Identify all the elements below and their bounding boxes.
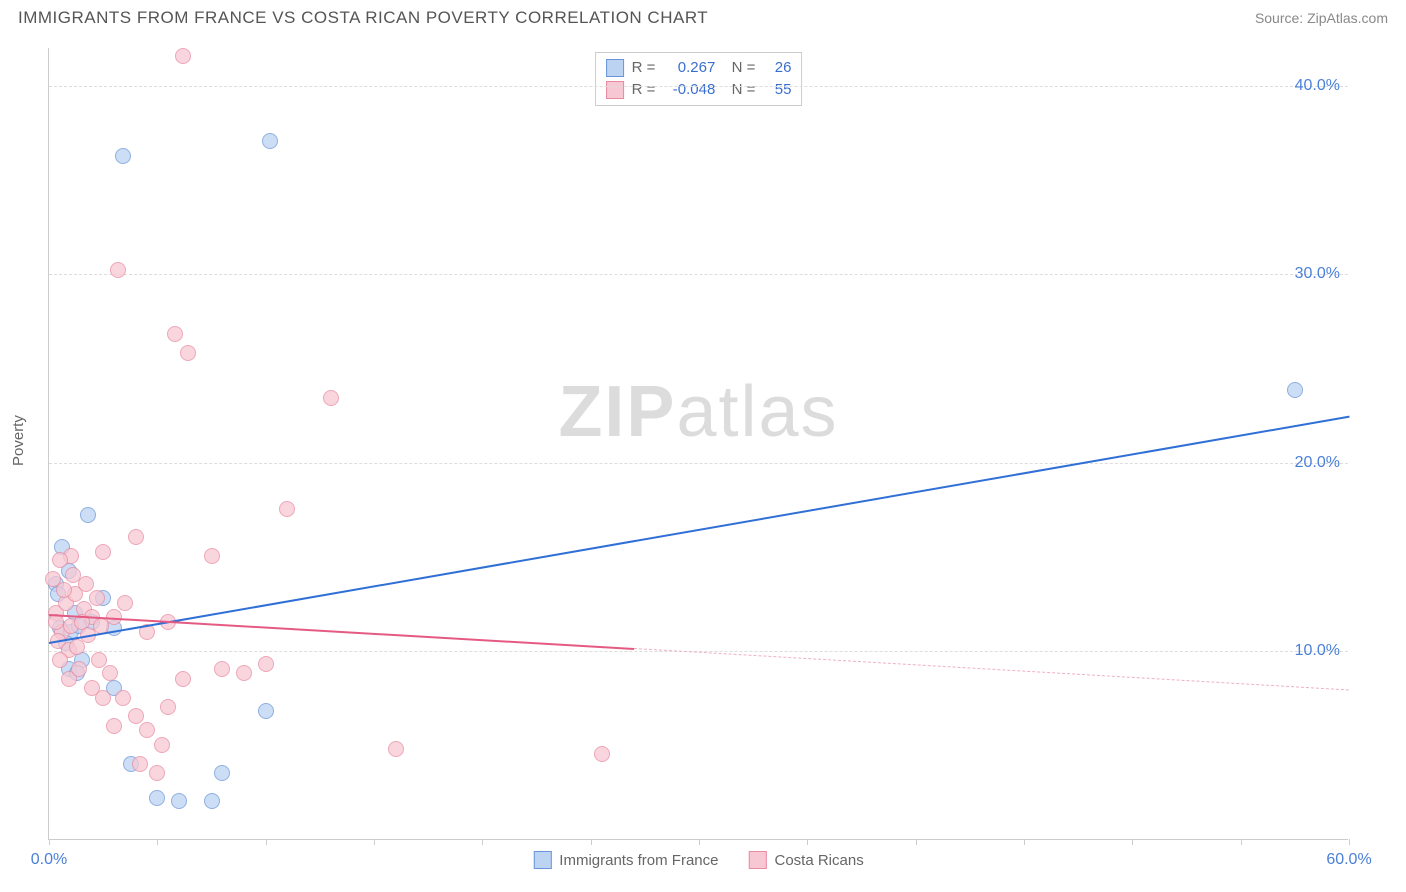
source-attribution: Source: ZipAtlas.com [1255,10,1388,26]
x-tick [1349,839,1350,845]
trend-line-dashed [634,648,1349,690]
scatter-point [1287,382,1303,398]
legend-r-label: R = [632,79,656,101]
scatter-point [139,722,155,738]
scatter-point [323,390,339,406]
x-tick [157,839,158,845]
correlation-legend: R = 0.267 N = 26 R = -0.048 N = 55 [595,52,803,106]
y-tick-label: 30.0% [1295,265,1340,283]
series-legend: Immigrants from France Costa Ricans [533,851,863,869]
scatter-point [258,656,274,672]
scatter-point [84,680,100,696]
scatter-point [52,652,68,668]
y-tick-label: 40.0% [1295,77,1340,95]
legend-swatch [749,851,767,869]
x-tick [699,839,700,845]
scatter-point [102,665,118,681]
legend-swatch [533,851,551,869]
y-tick-label: 20.0% [1295,454,1340,472]
source-name: ZipAtlas.com [1307,10,1388,26]
legend-swatch [606,59,624,77]
scatter-point [149,790,165,806]
x-tick [482,839,483,845]
scatter-point [89,590,105,606]
scatter-point [167,326,183,342]
scatter-point [388,741,404,757]
legend-r-value: 0.267 [663,57,715,79]
x-tick [1024,839,1025,845]
legend-item: Immigrants from France [533,851,718,869]
scatter-point [175,48,191,64]
scatter-point [175,671,191,687]
x-tick-label: 60.0% [1326,851,1371,869]
scatter-point [115,148,131,164]
trend-line [49,416,1349,644]
chart-header: IMMIGRANTS FROM FRANCE VS COSTA RICAN PO… [0,0,1406,32]
legend-n-label: N = [723,57,755,79]
legend-swatch [606,81,624,99]
scatter-point [149,765,165,781]
scatter-point [117,595,133,611]
scatter-point [154,737,170,753]
legend-label: Immigrants from France [559,852,718,869]
legend-r-label: R = [632,57,656,79]
x-tick [1241,839,1242,845]
scatter-point [214,765,230,781]
legend-n-value: 55 [763,79,791,101]
scatter-point [128,529,144,545]
x-tick [916,839,917,845]
gridline [49,463,1348,464]
legend-r-value: -0.048 [663,79,715,101]
scatter-point [236,665,252,681]
scatter-point [56,582,72,598]
trend-line [49,614,634,650]
x-tick [807,839,808,845]
x-tick [266,839,267,845]
scatter-point [71,661,87,677]
scatter-point [52,552,68,568]
watermark: ZIPatlas [558,371,838,453]
scatter-point [204,793,220,809]
legend-row: R = 0.267 N = 26 [606,57,792,79]
scatter-point [78,576,94,592]
legend-item: Costa Ricans [749,851,864,869]
scatter-point [106,718,122,734]
gridline [49,274,1348,275]
chart-title: IMMIGRANTS FROM FRANCE VS COSTA RICAN PO… [18,8,708,28]
scatter-point [180,345,196,361]
scatter-point [160,699,176,715]
scatter-point [279,501,295,517]
x-tick [1132,839,1133,845]
x-tick [374,839,375,845]
x-tick [49,839,50,845]
y-axis-label: Poverty [10,415,27,466]
scatter-point [214,661,230,677]
legend-row: R = -0.048 N = 55 [606,79,792,101]
scatter-point [262,133,278,149]
legend-label: Costa Ricans [775,852,864,869]
scatter-point [204,548,220,564]
scatter-point [594,746,610,762]
x-tick [591,839,592,845]
scatter-point [115,690,131,706]
scatter-point [132,756,148,772]
legend-n-value: 26 [763,57,791,79]
scatter-point [110,262,126,278]
source-prefix: Source: [1255,10,1307,26]
gridline [49,86,1348,87]
scatter-point [171,793,187,809]
scatter-chart: ZIPatlas R =0.267 N =26R =-0.048 N =55 I… [48,48,1348,840]
scatter-point [258,703,274,719]
scatter-point [95,544,111,560]
y-tick-label: 10.0% [1295,642,1340,660]
legend-n-label: N = [723,79,755,101]
x-tick-label: 0.0% [31,851,67,869]
scatter-point [80,507,96,523]
